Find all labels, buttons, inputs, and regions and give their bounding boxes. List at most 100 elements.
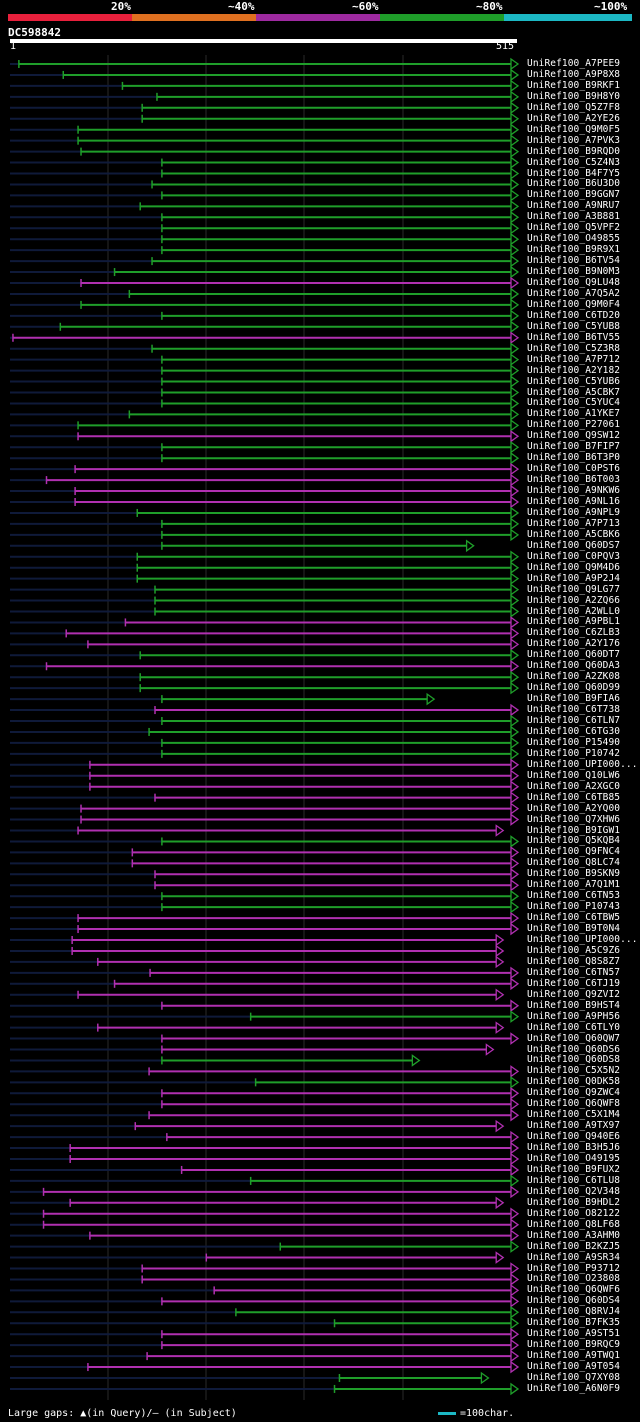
hit-label[interactable]: UniRef100_A2ZQ66 xyxy=(527,594,621,606)
hit-label[interactable]: UniRef100_UPI000... xyxy=(527,758,638,770)
hit-label[interactable]: UniRef100_A9P8X8 xyxy=(527,68,621,80)
hit-label[interactable]: UniRef100_Q60DS7 xyxy=(527,539,621,551)
hit-label[interactable]: UniRef100_C0PQV3 xyxy=(527,550,621,562)
hit-label[interactable]: UniRef100_A9TX97 xyxy=(527,1120,621,1132)
hit-label[interactable]: UniRef100_Q5Z7F8 xyxy=(527,101,621,113)
hit-label[interactable]: UniRef100_A5C9Z6 xyxy=(527,944,621,956)
hit-label[interactable]: UniRef100_A7Q5A2 xyxy=(527,287,621,299)
hit-label[interactable]: UniRef100_Q10LW6 xyxy=(527,769,621,781)
hit-label[interactable]: UniRef100_A7P713 xyxy=(527,517,621,529)
hit-label[interactable]: UniRef100_Q7XHW6 xyxy=(527,813,621,825)
hit-label[interactable]: UniRef100_C5Z3R8 xyxy=(527,342,621,354)
hit-label[interactable]: UniRef100_C6TD20 xyxy=(527,309,621,321)
hit-label[interactable]: UniRef100_A9T054 xyxy=(527,1361,621,1373)
hit-label[interactable]: UniRef100_B9SKN9 xyxy=(527,868,621,880)
hit-label[interactable]: UniRef100_Q60DA3 xyxy=(527,660,621,672)
hit-label[interactable]: UniRef100_B9HDL2 xyxy=(527,1196,621,1208)
hit-label[interactable]: UniRef100_Q6QWF8 xyxy=(527,1098,621,1110)
hit-label[interactable]: UniRef100_O49195 xyxy=(527,1153,621,1164)
hit-label[interactable]: UniRef100_C6TLY0 xyxy=(527,1021,621,1033)
hit-label[interactable]: UniRef100_O82122 xyxy=(527,1207,621,1219)
hit-label[interactable]: UniRef100_A7PVK3 xyxy=(527,134,621,146)
hit-label[interactable]: UniRef100_B6T3P0 xyxy=(527,452,621,464)
hit-label[interactable]: UniRef100_C6TJ19 xyxy=(527,977,621,989)
hit-label[interactable]: UniRef100_P93712 xyxy=(527,1262,621,1274)
hit-label[interactable]: UniRef100_A2YQ00 xyxy=(527,802,621,814)
hit-label[interactable]: UniRef100_A9P2J4 xyxy=(527,572,621,584)
hit-label[interactable]: UniRef100_C5X1M4 xyxy=(527,1109,621,1121)
hit-label[interactable]: UniRef100_B9GGN7 xyxy=(527,189,621,201)
hit-label[interactable]: UniRef100_B9IGW1 xyxy=(527,824,621,836)
hit-label[interactable]: UniRef100_A6N0F9 xyxy=(527,1382,621,1394)
hit-label[interactable]: UniRef100_A9ST51 xyxy=(527,1328,621,1340)
hit-label[interactable]: UniRef100_Q6QWF6 xyxy=(527,1284,621,1296)
hit-label[interactable]: UniRef100_C6TG30 xyxy=(527,725,621,737)
hit-label[interactable]: UniRef100_Q9M0F4 xyxy=(527,298,621,310)
hit-label[interactable]: UniRef100_Q60DT7 xyxy=(527,649,621,661)
hit-label[interactable]: UniRef100_Q60QW7 xyxy=(527,1032,621,1044)
hit-label[interactable]: UniRef100_B6T003 xyxy=(527,474,621,486)
hit-label[interactable]: UniRef100_Q60DS6 xyxy=(527,1043,621,1055)
hit-label[interactable]: UniRef100_B9R9X1 xyxy=(527,244,621,256)
hit-label[interactable]: UniRef100_C6TB85 xyxy=(527,791,621,803)
hit-label[interactable]: UniRef100_C6TN53 xyxy=(527,890,621,902)
hit-label[interactable]: UniRef100_Q60D99 xyxy=(527,682,621,694)
hit-label[interactable]: UniRef100_Q2V348 xyxy=(527,1185,621,1197)
hit-label[interactable]: UniRef100_C5YUB6 xyxy=(527,375,621,387)
hit-label[interactable]: UniRef100_B2KZJ5 xyxy=(527,1240,621,1252)
hit-label[interactable]: UniRef100_Q8LC74 xyxy=(527,857,621,869)
hit-label[interactable]: UniRef100_P10743 xyxy=(527,901,621,913)
hit-label[interactable]: UniRef100_A2ZK08 xyxy=(527,671,621,683)
hit-label[interactable]: UniRef100_A9NKW6 xyxy=(527,485,621,497)
hit-label[interactable]: UniRef100_A3AHM0 xyxy=(527,1229,621,1241)
hit-label[interactable]: UniRef100_B3H5J6 xyxy=(527,1142,621,1154)
hit-label[interactable]: UniRef100_Q9FNC4 xyxy=(527,846,621,858)
hit-label[interactable]: UniRef100_B9N0M3 xyxy=(527,266,621,278)
hit-label[interactable]: UniRef100_Q8S8Z7 xyxy=(527,955,621,967)
hit-label[interactable]: UniRef100_A1YKE7 xyxy=(527,408,621,420)
hit-label[interactable]: UniRef100_B9FIA6 xyxy=(527,693,621,705)
hit-label[interactable]: UniRef100_Q5VPF2 xyxy=(527,222,621,234)
hit-label[interactable]: UniRef100_A2WLL0 xyxy=(527,605,621,617)
hit-label[interactable]: UniRef100_C6TBW5 xyxy=(527,912,621,924)
hit-label[interactable]: UniRef100_Q9ZVI2 xyxy=(527,988,621,1000)
hit-label[interactable]: UniRef100_B6TV54 xyxy=(527,255,621,267)
hit-label[interactable]: UniRef100_P27061 xyxy=(527,419,621,431)
hit-label[interactable]: UniRef100_Q60DS8 xyxy=(527,1054,621,1066)
hit-label[interactable]: UniRef100_C6T738 xyxy=(527,704,621,716)
hit-label[interactable]: UniRef100_A5CBK6 xyxy=(527,528,621,540)
hit-label[interactable]: UniRef100_C5YUC4 xyxy=(527,397,621,409)
hit-label[interactable]: UniRef100_Q9M4D6 xyxy=(527,561,621,573)
hit-label[interactable]: UniRef100_A3B881 xyxy=(527,211,621,223)
hit-label[interactable]: UniRef100_Q60DS4 xyxy=(527,1295,621,1307)
hit-label[interactable]: UniRef100_Q9LU48 xyxy=(527,277,621,288)
hit-label[interactable]: UniRef100_Q9M0F5 xyxy=(527,123,621,135)
hit-label[interactable]: UniRef100_A2Y176 xyxy=(527,638,621,650)
hit-label[interactable]: UniRef100_Q9LG77 xyxy=(527,583,621,595)
hit-label[interactable]: UniRef100_Q0DK58 xyxy=(527,1076,621,1088)
hit-label[interactable]: UniRef100_B9RQC9 xyxy=(527,1339,621,1351)
hit-label[interactable]: UniRef100_A5CBK7 xyxy=(527,386,621,398)
hit-label[interactable]: UniRef100_Q7XY08 xyxy=(527,1372,621,1383)
hit-label[interactable]: UniRef100_B9HST4 xyxy=(527,999,621,1011)
hit-label[interactable]: UniRef100_A9NRU7 xyxy=(527,200,621,212)
hit-label[interactable]: UniRef100_B6TV55 xyxy=(527,331,621,343)
hit-label[interactable]: UniRef100_B9H8Y0 xyxy=(527,90,621,102)
hit-label[interactable]: UniRef100_C5X5N2 xyxy=(527,1065,621,1077)
hit-label[interactable]: UniRef100_A9TWQ1 xyxy=(527,1350,621,1362)
hit-label[interactable]: UniRef100_Q5KQB4 xyxy=(527,835,621,847)
hit-label[interactable]: UniRef100_B7FIP7 xyxy=(527,441,621,453)
hit-label[interactable]: UniRef100_A7Q1M1 xyxy=(527,879,621,891)
hit-label[interactable]: UniRef100_UPI000... xyxy=(527,934,638,945)
hit-label[interactable]: UniRef100_C5YUB8 xyxy=(527,320,621,332)
hit-label[interactable]: UniRef100_C0PST6 xyxy=(527,463,621,475)
hit-label[interactable]: UniRef100_B9RKF1 xyxy=(527,79,621,91)
hit-label[interactable]: UniRef100_Q8LF68 xyxy=(527,1218,621,1230)
hit-label[interactable]: UniRef100_B9T0N4 xyxy=(527,923,621,935)
hit-label[interactable]: UniRef100_Q8RVJ4 xyxy=(527,1306,621,1318)
hit-label[interactable]: UniRef100_O49855 xyxy=(527,233,621,245)
hit-label[interactable]: UniRef100_A7P712 xyxy=(527,353,621,365)
hit-label[interactable]: UniRef100_B6U3D0 xyxy=(527,178,621,190)
hit-label[interactable]: UniRef100_C6TLU8 xyxy=(527,1174,621,1186)
hit-label[interactable]: UniRef100_A9PBL1 xyxy=(527,616,621,628)
